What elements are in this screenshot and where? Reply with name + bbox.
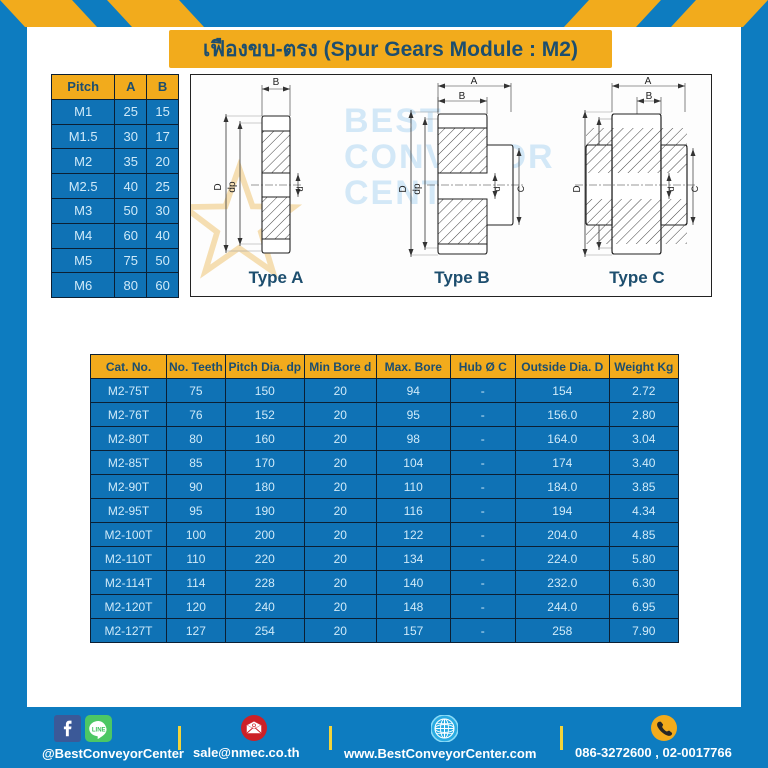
svg-text:Type B: Type B — [434, 268, 489, 287]
svg-text:A: A — [471, 76, 478, 87]
svg-text:dp: dp — [412, 183, 423, 195]
svg-text:B: B — [646, 91, 653, 102]
svg-text:d: d — [492, 186, 502, 191]
svg-text:Type A: Type A — [249, 268, 304, 287]
svg-text:LINE: LINE — [92, 728, 106, 734]
svg-text:BEST: BEST — [344, 102, 443, 140]
svg-text:B: B — [459, 91, 466, 102]
svg-text:d: d — [295, 186, 305, 191]
svg-text:A: A — [645, 76, 652, 87]
svg-text:C: C — [516, 185, 526, 192]
svg-text:B: B — [273, 77, 280, 88]
svg-text:D: D — [213, 183, 224, 190]
svg-text:D: D — [398, 185, 409, 192]
svg-text:d: d — [666, 186, 676, 191]
svg-text:D: D — [572, 185, 583, 192]
svg-text:C: C — [690, 185, 700, 192]
svg-text:dp: dp — [227, 181, 238, 193]
svg-text:Type C: Type C — [609, 268, 664, 287]
